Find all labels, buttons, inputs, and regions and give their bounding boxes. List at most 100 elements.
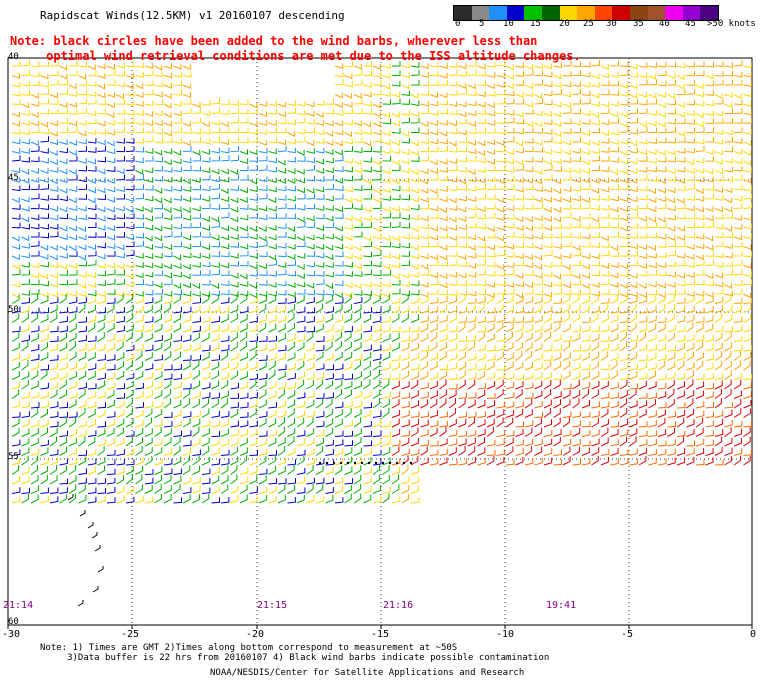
- wind-barb: [353, 93, 362, 99]
- wind-barb: [173, 254, 182, 261]
- wind-barb: [705, 90, 714, 97]
- wind-barb: [49, 194, 59, 201]
- wind-barb: [629, 243, 638, 250]
- wind-barb: [277, 127, 287, 133]
- wind-barb: [353, 196, 363, 203]
- wind-barb: [182, 325, 192, 333]
- wind-barb: [315, 147, 325, 154]
- wind-barb: [154, 447, 163, 456]
- wind-barb: [173, 306, 182, 314]
- wind-barb: [695, 390, 704, 399]
- wind-barb: [97, 465, 105, 475]
- wind-barb: [59, 245, 68, 251]
- wind-barb: [619, 449, 629, 456]
- wind-barb: [87, 129, 97, 135]
- wind-barb: [297, 241, 306, 247]
- wind-barb: [220, 139, 230, 146]
- wind-barb: [686, 295, 695, 304]
- wind-barb: [344, 341, 352, 352]
- wind-barb: [201, 291, 211, 298]
- wind-barb: [581, 400, 590, 409]
- wind-barb: [695, 352, 704, 361]
- wind-barb: [733, 138, 743, 144]
- wind-barb: [467, 290, 477, 297]
- wind-barb: [87, 147, 97, 153]
- wind-barb: [458, 224, 467, 230]
- wind-barb: [144, 207, 153, 213]
- wind-barb: [201, 100, 211, 106]
- wind-barb: [192, 325, 201, 333]
- wind-barb: [524, 307, 534, 314]
- wind-barb: [686, 456, 695, 466]
- wind-barb: [154, 129, 163, 135]
- wind-barb: [182, 315, 192, 323]
- wind-barb: [667, 99, 676, 106]
- wind-barb: [448, 314, 457, 323]
- wind-barb: [733, 215, 743, 221]
- wind-barb: [553, 138, 562, 145]
- wind-barb: [486, 61, 496, 68]
- wind-barb: [344, 304, 352, 314]
- wind-barb: [401, 62, 410, 69]
- wind-barb: [258, 448, 268, 456]
- wind-barb: [667, 108, 676, 115]
- wind-barb: [382, 73, 391, 79]
- wind-barb: [87, 98, 97, 105]
- wind-barb: [743, 352, 752, 361]
- wind-barb: [154, 475, 162, 485]
- colorbar-label: 40: [659, 19, 670, 29]
- wind-barb: [638, 292, 647, 298]
- wind-barb: [59, 88, 68, 95]
- wind-barb: [201, 428, 210, 437]
- wind-barb: [78, 297, 87, 304]
- wind-barb: [591, 60, 600, 67]
- wind-barb: [448, 90, 458, 96]
- wind-barb: [182, 455, 190, 466]
- wind-barb: [201, 352, 210, 361]
- wind-barb: [667, 187, 676, 194]
- wind-barb: [11, 418, 20, 428]
- wind-barb: [106, 102, 115, 108]
- wind-barb: [154, 324, 163, 333]
- wind-barb: [638, 203, 648, 209]
- wind-barb: [486, 307, 496, 314]
- wind-barb: [505, 430, 515, 437]
- wind-barb: [201, 174, 211, 181]
- wind-barb: [543, 457, 553, 466]
- wind-barb: [657, 178, 666, 184]
- wind-barb: [562, 118, 572, 125]
- wind-barb: [21, 102, 30, 109]
- wind-barb: [154, 165, 163, 172]
- wind-barb: [562, 352, 571, 361]
- wind-barb: [591, 351, 600, 361]
- wind-barb: [249, 457, 258, 466]
- wind-barb: [486, 456, 495, 466]
- wind-barb: [192, 283, 201, 290]
- wind-barb: [743, 81, 752, 87]
- wind-barb: [11, 342, 20, 352]
- wind-barb: [391, 140, 400, 146]
- wind-barb: [391, 484, 400, 494]
- wind-barb: [562, 174, 572, 181]
- wind-barb: [610, 314, 619, 323]
- wind-barb: [125, 418, 134, 428]
- wind-barb: [11, 487, 21, 494]
- wind-barb: [515, 292, 523, 299]
- wind-barb: [135, 391, 144, 399]
- wind-barb: [382, 344, 391, 352]
- wind-barb: [372, 281, 382, 287]
- wind-barb: [11, 439, 21, 447]
- wind-barb: [230, 155, 239, 162]
- wind-barb: [211, 333, 220, 342]
- wind-barb: [353, 167, 363, 174]
- wind-barb: [268, 402, 277, 409]
- wind-barb: [448, 101, 458, 107]
- wind-barb: [163, 421, 173, 428]
- wind-barb: [733, 280, 743, 286]
- wind-barb: [439, 138, 448, 145]
- wind-barb: [648, 352, 657, 361]
- wind-barb: [21, 290, 30, 296]
- wind-barb: [648, 120, 657, 127]
- wind-barb: [353, 313, 362, 323]
- wind-barb: [315, 477, 325, 485]
